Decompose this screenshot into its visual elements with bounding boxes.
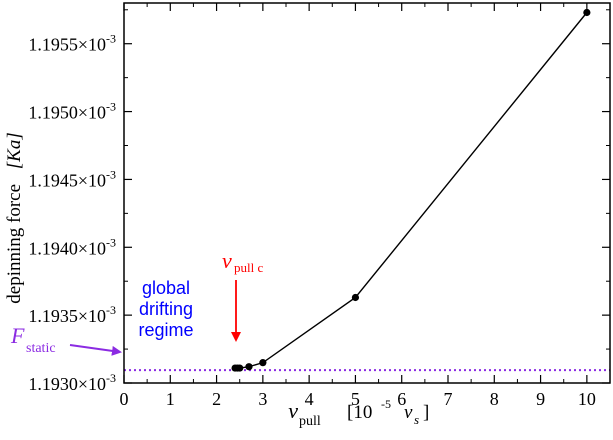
axes-layer	[123, 2, 611, 384]
x-axis-title: v pull [10 -5 v s ]	[288, 397, 429, 429]
x-tick-label: 0	[120, 389, 129, 409]
vpull-c-annotation: v pull c	[222, 248, 263, 342]
x-tick-label: 3	[258, 389, 267, 409]
f-static-sub: static	[26, 341, 56, 356]
x-axis-unit-var: v	[404, 402, 413, 423]
data-point	[351, 293, 360, 302]
x-axis-title-sub: pull	[299, 414, 321, 429]
x-tick-label: 7	[444, 389, 453, 409]
data-point	[583, 8, 591, 17]
x-tick-label: 4	[305, 389, 314, 409]
x-axis-unit-var-sub: s	[414, 412, 419, 427]
series-layer	[231, 8, 591, 372]
y-tick-mantissa: 1.1935×10	[28, 306, 106, 326]
f-static-annotation: F static	[10, 323, 122, 356]
data-point	[245, 363, 253, 371]
y-tick-exponent: -3	[106, 32, 116, 46]
y-tick-mantissa: 1.1950×10	[28, 103, 106, 123]
regime-line-3: regime	[138, 320, 193, 340]
series-line	[235, 12, 588, 369]
x-tick-label: 9	[536, 389, 545, 409]
y-tick-mantissa: 1.1955×10	[28, 35, 106, 55]
y-tick-label: 1.1955×10-3	[28, 32, 116, 55]
y-axis-title-unit: [Ka]	[4, 132, 25, 169]
y-axis-title: depinning force [Ka]	[4, 132, 25, 303]
regime-annotation: global drifting regime	[138, 278, 193, 340]
y-tick-exponent: -3	[106, 371, 116, 385]
ticks-layer: 0 1 2 3 4 5 6 7 8 9 101.1930×10-31.1935×10-31.1940…	[28, 3, 610, 409]
data-point	[236, 364, 244, 372]
vpull-c-sub: pull c	[234, 260, 263, 275]
x-axis-unit-pre: [10	[347, 402, 372, 423]
y-tick-label: 1.1930×10-3	[28, 371, 116, 394]
x-tick-label: 6	[397, 389, 406, 409]
regime-line-2: drifting	[139, 299, 193, 319]
y-tick-exponent: -3	[106, 167, 116, 181]
f-static-arrow	[69, 344, 122, 356]
y-tick-exponent: -3	[106, 303, 116, 317]
y-tick-exponent: -3	[106, 235, 116, 249]
y-tick-mantissa: 1.1940×10	[28, 238, 106, 258]
y-tick-mantissa: 1.1945×10	[28, 170, 106, 190]
data-point	[259, 359, 267, 367]
y-tick-label: 1.1940×10-3	[28, 235, 116, 258]
y-tick-mantissa: 1.1930×10	[28, 374, 106, 394]
x-tick-label: 2	[212, 389, 221, 409]
x-tick-label: 8	[490, 389, 499, 409]
y-tick-label: 1.1935×10-3	[28, 303, 116, 326]
vpull-c-main: v	[222, 248, 232, 273]
plot-frame	[123, 2, 611, 384]
f-static-main: F	[10, 323, 25, 348]
y-tick-label: 1.1945×10-3	[28, 167, 116, 190]
x-axis-title-main: v	[288, 398, 298, 423]
y-tick-label: 1.1950×10-3	[28, 100, 116, 123]
x-tick-label: 1	[166, 389, 175, 409]
x-axis-unit-exp: -5	[381, 397, 391, 411]
regime-line-1: global	[142, 278, 190, 298]
x-axis-unit-post: ]	[423, 402, 429, 423]
y-tick-exponent: -3	[106, 100, 116, 114]
y-axis-title-main: depinning force	[4, 184, 25, 304]
x-tick-label: 10	[578, 389, 596, 409]
x-tick-label: 5	[351, 389, 360, 409]
